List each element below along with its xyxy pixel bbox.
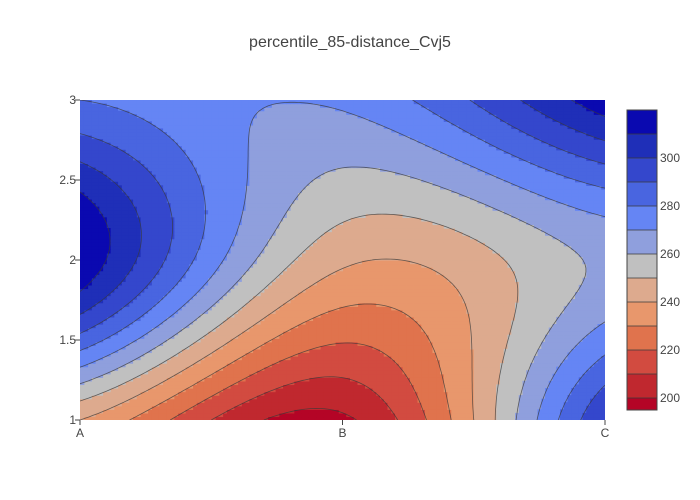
colorbar-swatch-7	[627, 230, 657, 254]
contour-band-3	[132, 302, 452, 420]
colorbar-tick-label: 260	[660, 247, 680, 261]
contour-band-5	[80, 213, 520, 420]
contour-band-8	[80, 100, 605, 420]
colorbar-swatch-10	[627, 158, 657, 182]
contour-line-270	[80, 101, 605, 420]
y-tick-label: 3	[69, 93, 76, 107]
colorbar-swatch-4	[627, 302, 657, 326]
y-axis: 1 1.5 2 2.5 3	[59, 93, 80, 427]
contour-line-210	[211, 376, 399, 420]
contour-band-0	[267, 409, 355, 420]
y-tick-label: 1.5	[59, 333, 76, 347]
contour-band-9	[80, 100, 605, 420]
contour-line-220	[169, 342, 427, 420]
colorbar-tick-label: 280	[660, 199, 680, 213]
colorbar-swatch-5	[627, 278, 657, 302]
contour-line-310	[80, 100, 605, 292]
contour-line-260	[80, 166, 587, 420]
contour-lines	[80, 100, 605, 420]
contour-band-4	[83, 260, 475, 420]
colorbar-tick-label: 300	[660, 151, 680, 165]
colorbar-swatch-11	[627, 134, 657, 158]
contour-line-200	[263, 408, 357, 420]
x-axis: A B C	[76, 420, 610, 440]
contour-line-300	[80, 100, 605, 315]
contour-line-280	[80, 100, 605, 420]
contour-band-12	[80, 100, 605, 290]
y-tick-label: 2.5	[59, 173, 76, 187]
contour-line-240	[80, 258, 475, 420]
colorbar-swatch-8	[627, 206, 657, 230]
y-tick-label: 2	[69, 253, 76, 267]
x-tick-label: C	[601, 426, 610, 440]
colorbar-swatch-1	[627, 374, 657, 398]
colorbar-outline	[626, 109, 658, 411]
x-tick-label: A	[76, 426, 84, 440]
contour-line-230	[129, 303, 452, 420]
contour-band-11	[80, 100, 605, 314]
colorbar-swatch-12	[627, 110, 657, 134]
colorbar-tick-label: 240	[660, 295, 680, 309]
y-tick-label: 1	[69, 413, 76, 427]
x-tick-label: B	[338, 426, 346, 440]
contour-plot-area	[80, 100, 605, 420]
colorbar-swatch-6	[627, 254, 657, 278]
contour-band-1	[215, 377, 396, 420]
colorbar-swatch-3	[627, 326, 657, 350]
colorbar-swatch-0	[627, 398, 657, 410]
contour-line-250	[80, 213, 519, 420]
contour-band-6	[80, 167, 587, 420]
colorbar-swatch-2	[627, 350, 657, 374]
contour-line-290	[80, 100, 605, 420]
colorbar-tick-label: 220	[660, 343, 680, 357]
chart-title: percentile_85-distance_Cvj5	[249, 34, 451, 51]
colorbar: 200 220 240 260 280 300	[626, 109, 680, 411]
colorbar-tick-label: 200	[660, 391, 680, 405]
colorbar-swatch-9	[627, 182, 657, 206]
contour-band-2	[173, 341, 426, 420]
